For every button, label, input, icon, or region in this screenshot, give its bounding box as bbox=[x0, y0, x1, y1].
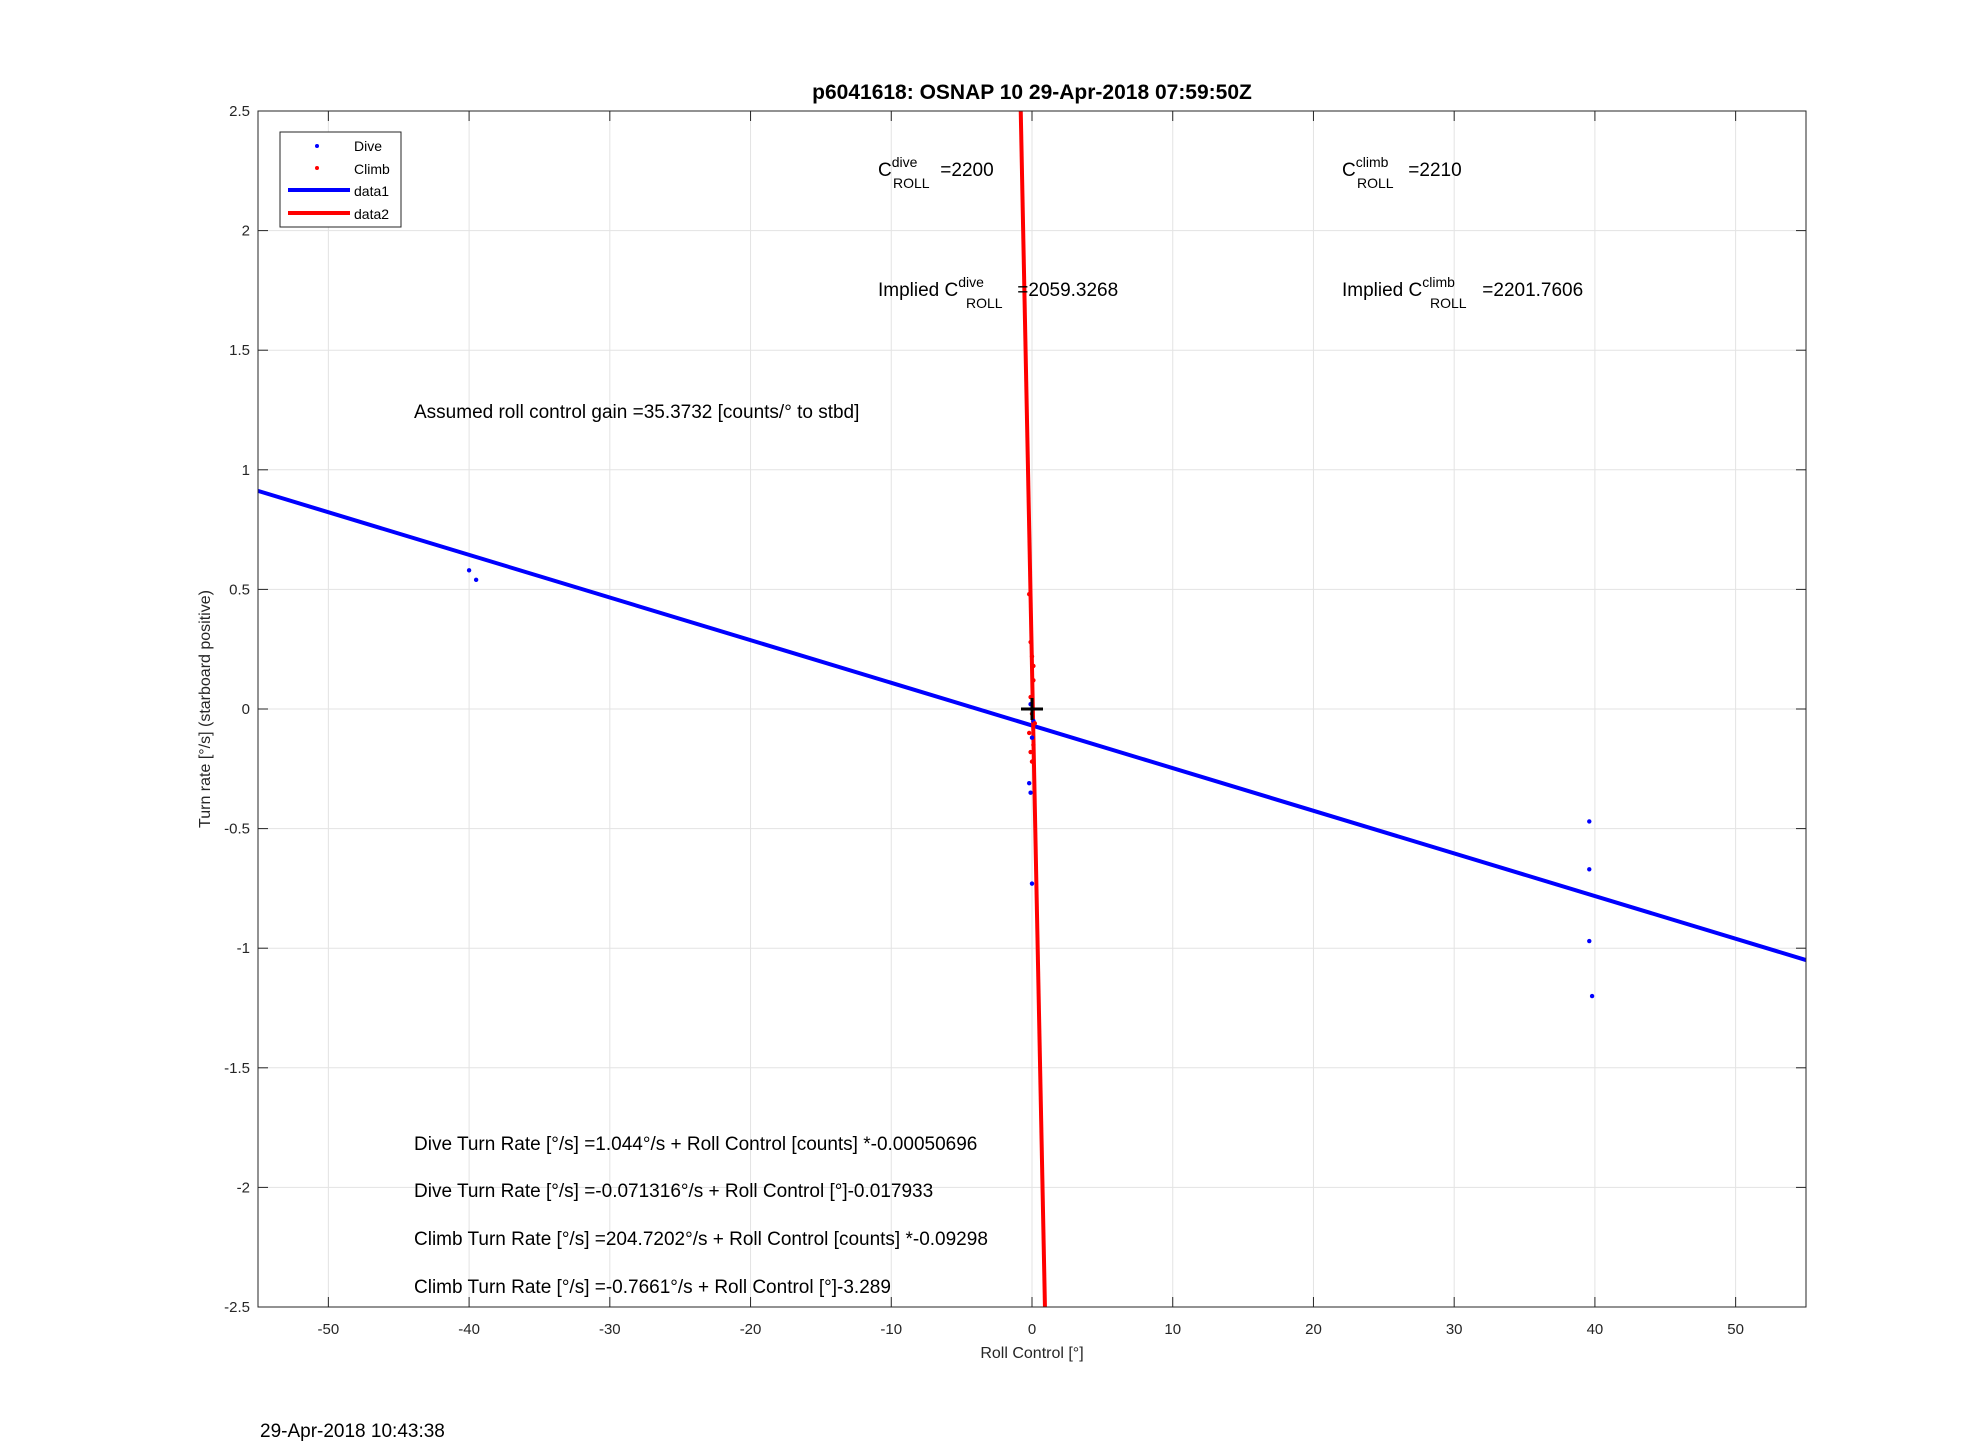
point-dive bbox=[1587, 819, 1592, 824]
x-tick-label: -40 bbox=[458, 1321, 480, 1338]
implied-climb-value: =2201.7606 bbox=[1477, 280, 1583, 301]
c-roll-dive-sup: dive bbox=[892, 154, 918, 170]
c-roll-dive-base: C bbox=[878, 160, 892, 181]
point-dive bbox=[1587, 938, 1592, 944]
x-tick-label: -50 bbox=[318, 1321, 340, 1338]
x-tick-label: -10 bbox=[880, 1321, 902, 1338]
equation-dive-counts: Dive Turn Rate [°/s] =1.044°/s + Roll Co… bbox=[414, 1134, 977, 1155]
y-tick-label: -1.5 bbox=[224, 1060, 250, 1077]
c-roll-climb-base: C bbox=[1342, 160, 1356, 181]
point-dive bbox=[1026, 780, 1032, 786]
c-roll-climb-sub: ROLL bbox=[1357, 175, 1394, 191]
legend-label-data2: data2 bbox=[354, 206, 389, 222]
legend-marker-climb bbox=[315, 166, 319, 170]
c-roll-climb-annotation: Cclimb ROLL =2210 bbox=[1342, 154, 1462, 191]
implied-dive-sup: dive bbox=[958, 274, 984, 290]
point-dive bbox=[1029, 881, 1035, 886]
x-tick-label: 10 bbox=[1164, 1321, 1181, 1338]
y-tick-label: 1 bbox=[242, 462, 250, 479]
footer-timestamp: 29-Apr-2018 10:43:38 bbox=[260, 1421, 445, 1442]
point-climb bbox=[1028, 639, 1033, 645]
x-tick-label: 20 bbox=[1305, 1321, 1322, 1338]
implied-dive-value: =2059.3268 bbox=[1012, 280, 1118, 301]
legend-label-data1: data1 bbox=[354, 183, 389, 199]
c-roll-climb-sup: climb bbox=[1356, 154, 1389, 170]
x-tick-label: 50 bbox=[1727, 1321, 1744, 1338]
implied-dive-prefix: Implied C bbox=[878, 280, 958, 301]
point-dive bbox=[473, 577, 479, 583]
point-climb bbox=[1032, 721, 1038, 726]
y-tick-label: 0 bbox=[242, 701, 250, 718]
equation-climb-counts: Climb Turn Rate [°/s] =204.7202°/s + Rol… bbox=[414, 1229, 988, 1250]
implied-climb-sub: ROLL bbox=[1430, 295, 1467, 311]
point-climb bbox=[1031, 678, 1036, 683]
point-dive bbox=[466, 568, 472, 573]
x-tick-label: -20 bbox=[740, 1321, 762, 1338]
y-tick-label: -2 bbox=[237, 1179, 250, 1196]
implied-dive-sub: ROLL bbox=[966, 295, 1003, 311]
c-roll-dive-sub: ROLL bbox=[893, 175, 930, 191]
point-dive bbox=[1029, 735, 1035, 740]
implied-c-roll-climb-annotation: Implied Cclimb ROLL =2201.7606 bbox=[1342, 274, 1583, 311]
point-climb bbox=[1028, 749, 1033, 755]
point-climb bbox=[1026, 730, 1032, 736]
point-climb bbox=[1031, 742, 1036, 748]
x-tick-label: -30 bbox=[599, 1321, 621, 1338]
legend-label-climb: Climb bbox=[354, 161, 390, 177]
legend: Dive Climb data1 data2 bbox=[279, 131, 402, 228]
x-tick-label: 0 bbox=[1028, 1321, 1036, 1338]
point-climb bbox=[1029, 759, 1035, 764]
y-tick-label: 1.5 bbox=[229, 342, 250, 359]
point-climb bbox=[1031, 663, 1036, 669]
x-tick-label: 30 bbox=[1446, 1321, 1463, 1338]
y-tick-label: -1 bbox=[237, 940, 250, 957]
y-tick-label: -2.5 bbox=[224, 1299, 250, 1316]
equation-dive-degrees: Dive Turn Rate [°/s] =-0.071316°/s + Rol… bbox=[414, 1181, 933, 1202]
implied-c-roll-dive-annotation: Implied Cdive ROLL =2059.3268 bbox=[878, 274, 1118, 311]
chart-title: p6041618: OSNAP 10 29-Apr-2018 07:59:50Z bbox=[812, 81, 1252, 104]
point-climb bbox=[1029, 654, 1035, 659]
y-tick-label: 2 bbox=[242, 223, 250, 240]
implied-climb-prefix: Implied C bbox=[1342, 280, 1422, 301]
c-roll-dive-value: =2200 bbox=[935, 160, 994, 181]
point-dive bbox=[1587, 867, 1592, 872]
point-dive bbox=[1028, 790, 1033, 795]
y-axis-label: Turn rate [°/s] (starboard positive) bbox=[197, 590, 214, 828]
c-roll-dive-annotation: Cdive ROLL =2200 bbox=[878, 154, 994, 191]
legend-label-dive: Dive bbox=[354, 138, 382, 154]
equation-climb-degrees: Climb Turn Rate [°/s] =-0.7661°/s + Roll… bbox=[414, 1277, 891, 1298]
series-layer bbox=[257, 110, 1807, 1308]
ticks: -50 -40 -30 -20 -10 0 10 20 30 40 50-2.5-2-1.5-1-0… bbox=[224, 103, 1806, 1338]
y-tick-label: 0.5 bbox=[229, 581, 250, 598]
y-tick-label: 2.5 bbox=[229, 103, 250, 120]
roll-gain-annotation: Assumed roll control gain =35.3732 [coun… bbox=[414, 402, 859, 423]
c-roll-climb-value: =2210 bbox=[1403, 160, 1462, 181]
point-dive bbox=[1589, 993, 1595, 999]
point-climb bbox=[1026, 591, 1032, 597]
legend-marker-dive bbox=[315, 144, 319, 148]
x-axis-label: Roll Control [°] bbox=[980, 1345, 1083, 1362]
y-tick-label: -0.5 bbox=[224, 821, 250, 838]
implied-climb-sup: climb bbox=[1422, 274, 1455, 290]
x-tick-label: 40 bbox=[1587, 1321, 1604, 1338]
